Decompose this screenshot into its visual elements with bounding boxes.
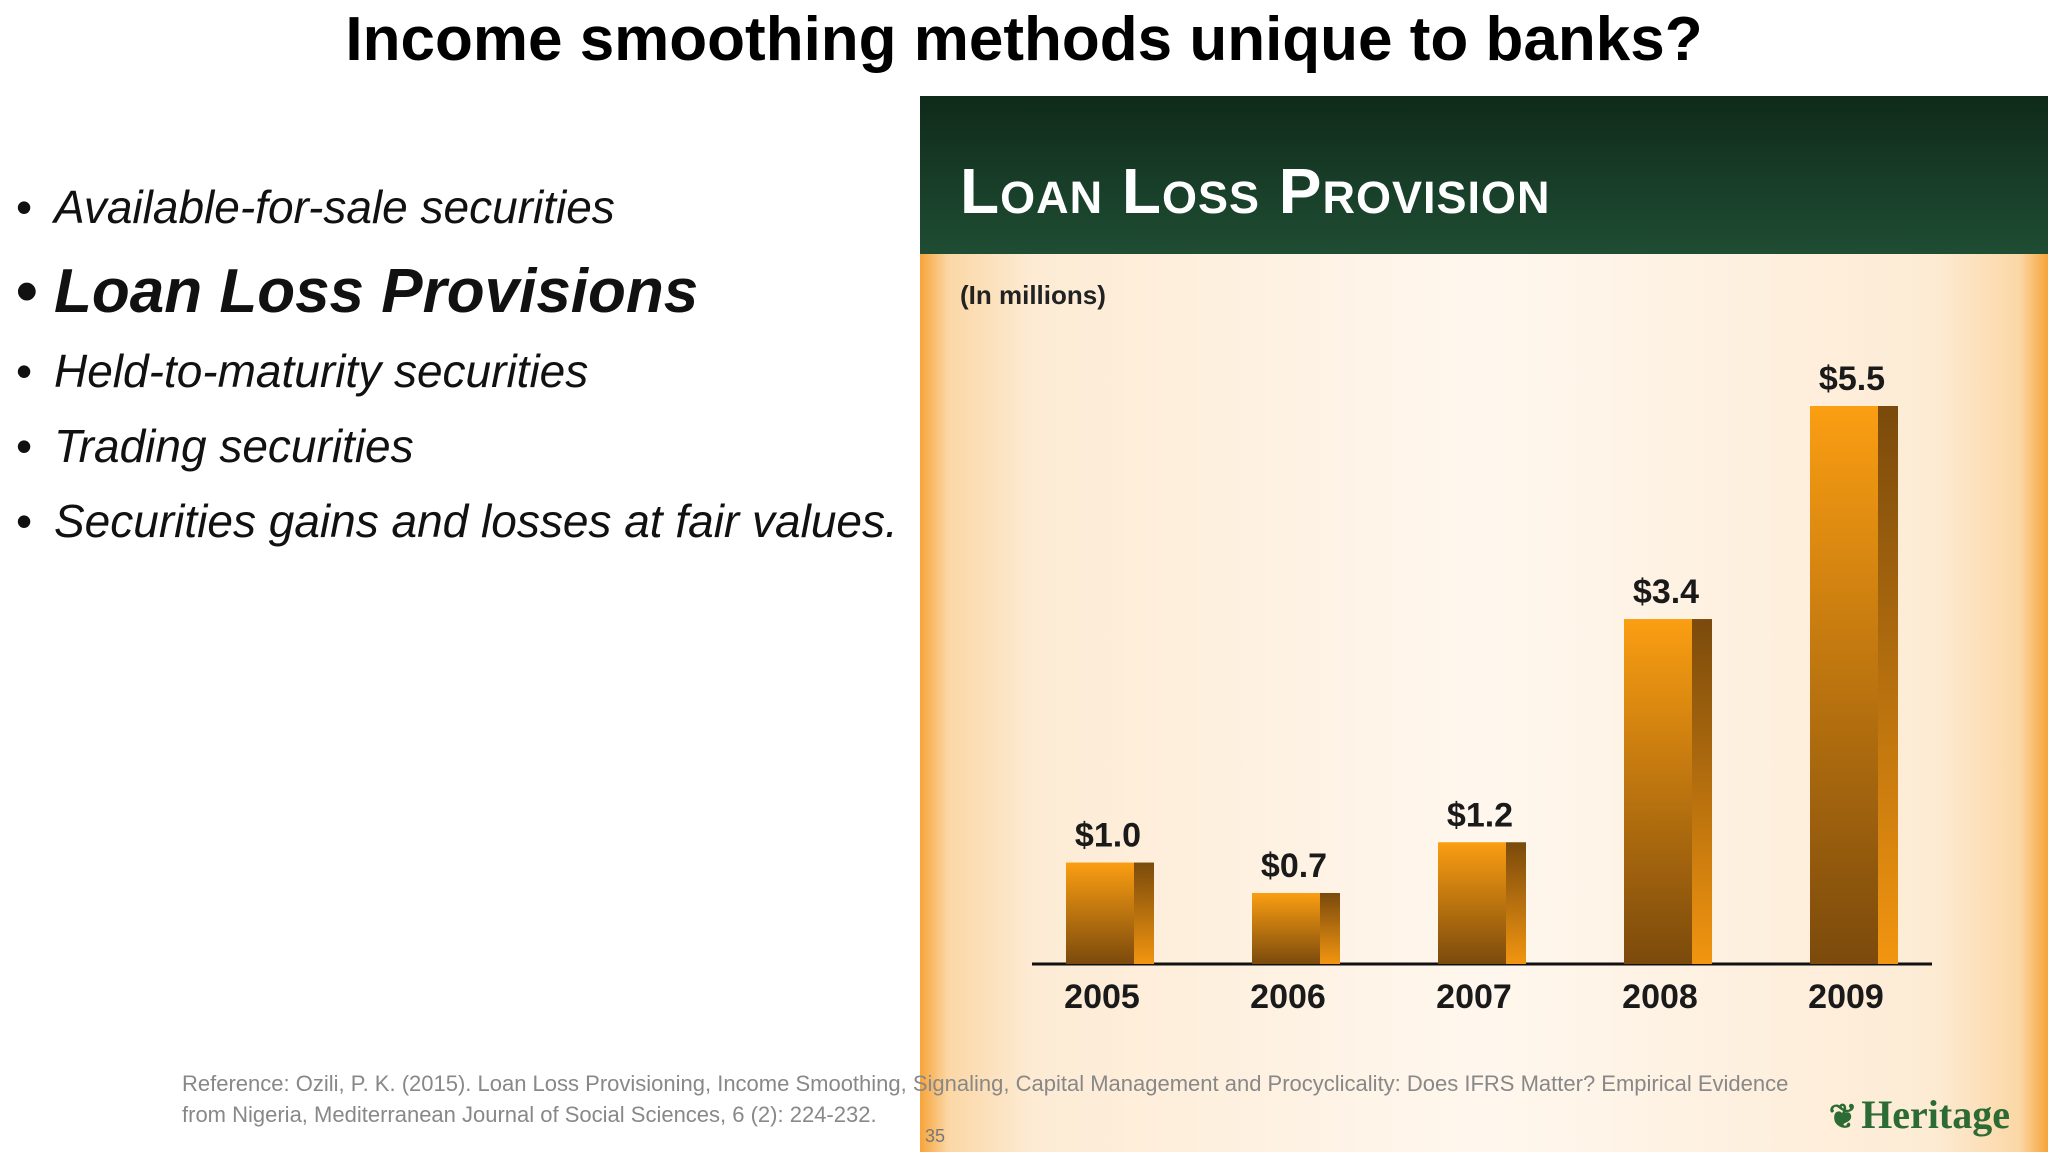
x-tick-2006: 2006 [1250,978,1326,1016]
slide-title: Income smoothing methods unique to banks… [345,5,1703,74]
bar-side-2006 [1320,892,1340,964]
chart-subtitle: (In millions) [960,280,1106,310]
bullet-trading-securities: Trading securities [14,419,914,474]
bullet-available-for-sale: Available-for-sale securities [14,180,914,235]
bullet-list: Available-for-sale securities Loan Loss … [14,180,914,569]
data-label-2005: $1.0 [1075,817,1141,855]
bar-2007 [1438,842,1506,964]
bullet-held-to-maturity: Held-to-maturity securities [14,344,914,399]
bar-2008 [1624,619,1692,964]
bar-2005 [1066,862,1134,964]
bar-chart: $1.0 2005 $0.7 2006 $1.2 2007 $3.4 2008 $5.5 2009 [1032,360,1932,1016]
x-tick-2008: 2008 [1622,978,1698,1016]
bullet-loan-loss-provisions: Loan Loss Provisions [14,255,914,330]
bar-2006 [1252,892,1320,964]
data-label-2009: $5.5 [1819,360,1885,398]
data-label-2007: $1.2 [1447,796,1513,834]
data-label-2008: $3.4 [1633,573,1699,611]
chart-title: Loan Loss Provision [960,155,1551,227]
page-number: 35 [925,1126,946,1146]
heritage-logo: ❦ Heritage [1829,1091,2010,1138]
logo-text: Heritage [1861,1092,2010,1137]
chart-panel: Loan Loss Provision (In millions) $1.0 20… [920,96,2048,1152]
bar-side-2007 [1506,842,1526,964]
leaf-icon: ❦ [1828,1099,1858,1136]
data-label-2006: $0.7 [1261,847,1327,885]
x-tick-2009: 2009 [1808,978,1884,1016]
reference-text: Reference: Ozili, P. K. (2015). Loan Los… [182,1071,1789,1127]
x-tick-2007: 2007 [1436,978,1512,1016]
bullet-fair-value-gains: Securities gains and losses at fair valu… [14,494,914,549]
bar-2009 [1810,406,1878,964]
bar-side-2005 [1134,862,1154,964]
bar-side-2009 [1878,406,1898,964]
chart-header [920,96,2048,254]
bar-side-2008 [1692,619,1712,964]
x-tick-2005: 2005 [1064,978,1140,1016]
